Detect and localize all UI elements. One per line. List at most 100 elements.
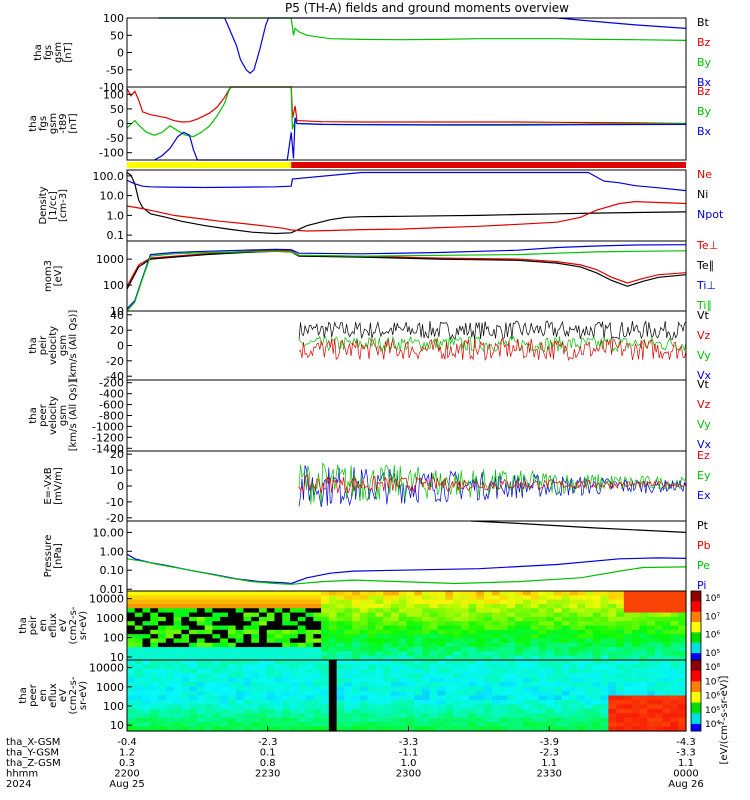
heatmap-cell (344, 647, 353, 652)
heatmap-cell (414, 695, 423, 701)
y-axis-label: [cm-3] (58, 189, 69, 222)
colorbar-segment (691, 622, 701, 633)
heatmap-cell (204, 634, 213, 640)
heatmap-cell (561, 695, 571, 701)
heatmap-cell (429, 717, 439, 723)
heatmap-cell (251, 612, 260, 618)
heatmap-cell (313, 704, 322, 710)
heatmap-cell (258, 651, 268, 657)
heatmap-cell (484, 647, 493, 652)
heatmap-cell (468, 686, 477, 692)
heatmap-cell (414, 717, 423, 723)
heatmap-cell (227, 708, 237, 714)
heatmap-cell (406, 708, 415, 714)
heatmap-cell (538, 726, 547, 732)
heatmap-cell (383, 660, 392, 666)
heatmap-cell (383, 651, 392, 657)
heatmap-cell (375, 642, 384, 648)
heatmap-cell (538, 591, 547, 596)
heatmap-cell (414, 634, 423, 640)
heatmap-cell (616, 713, 625, 719)
heatmap-cell (367, 673, 377, 679)
heatmap-cell (383, 642, 392, 648)
heatmap-cell (290, 608, 299, 614)
heatmap-cell (616, 686, 625, 692)
heatmap-cell (437, 629, 446, 635)
heatmap-cell (616, 599, 625, 605)
heatmap-cell (165, 638, 175, 644)
heatmap-cell (592, 647, 602, 652)
heatmap-cell (406, 682, 415, 688)
heatmap-cell (359, 668, 369, 674)
heatmap-cell (344, 713, 353, 719)
legend-entry: Bt (697, 16, 710, 29)
heatmap-cell (662, 595, 672, 601)
heatmap-cell (616, 717, 625, 723)
heatmap-cell (554, 612, 563, 618)
heatmap-cell (546, 651, 555, 657)
heatmap-cell (297, 660, 307, 666)
heatmap-cell (608, 621, 617, 627)
heatmap-cell (670, 647, 679, 652)
heatmap-cell (390, 651, 400, 657)
heatmap-cell (678, 686, 687, 692)
heatmap-cell (266, 695, 276, 701)
y-tick-label: 1000 (96, 253, 124, 266)
heatmap-cell (165, 673, 175, 679)
heatmap-cell (359, 660, 369, 666)
heatmap-cell (538, 599, 547, 605)
heatmap-cell (352, 691, 361, 697)
heatmap-cell (321, 717, 330, 723)
legend-entry: Pe (697, 559, 710, 572)
heatmap-cell (639, 713, 648, 719)
heatmap-cell (507, 660, 516, 666)
heatmap-cell (375, 664, 384, 670)
y-axis-label: eflux (48, 613, 59, 638)
heatmap-cell (375, 595, 384, 601)
legend-entry: Ni (697, 188, 708, 201)
heatmap-cell (546, 677, 555, 683)
heatmap-cell (600, 691, 609, 697)
heatmap-cell (437, 713, 446, 719)
heatmap-cell (150, 647, 159, 652)
heatmap-cell (670, 664, 679, 670)
heatmap-cell (290, 603, 299, 609)
heatmap-cell (670, 722, 679, 728)
heatmap-cell (616, 722, 625, 728)
heatmap-cell (577, 682, 586, 688)
heatmap-cell (173, 616, 182, 622)
heatmap-cell (662, 722, 672, 728)
heatmap-cell (592, 616, 602, 622)
heatmap-cell (592, 708, 602, 714)
heatmap-cell (639, 668, 648, 674)
heatmap-cell (189, 664, 198, 670)
heatmap-cell (414, 625, 423, 631)
heatmap-cell (616, 595, 625, 601)
heatmap-cell (600, 699, 609, 705)
heatmap-cell (499, 634, 509, 640)
ephemeris-value: 1.2 (119, 748, 135, 759)
heatmap-cell (266, 603, 276, 609)
heatmap-cell (491, 695, 501, 701)
heatmap-cell (569, 651, 578, 657)
heatmap-cell (243, 668, 252, 674)
heatmap-cell (623, 713, 633, 719)
heatmap-cell (398, 708, 408, 714)
heatmap-cell (476, 595, 485, 601)
heatmap-cell (476, 686, 485, 692)
heatmap-cell (654, 621, 664, 627)
heatmap-cell (321, 655, 330, 661)
heatmap-cell (577, 625, 586, 631)
heatmap-cell (352, 647, 361, 652)
heatmap-cell (297, 603, 307, 609)
heatmap-cell (274, 668, 283, 674)
heatmap-cell (616, 660, 625, 666)
heatmap-cell (321, 616, 330, 622)
heatmap-cell (491, 625, 501, 631)
heatmap-cell (561, 726, 571, 732)
heatmap-cell (554, 621, 563, 627)
heatmap-cell (554, 629, 563, 635)
heatmap-cell (522, 704, 532, 710)
heatmap-cell (212, 591, 221, 596)
heatmap-cell (647, 660, 656, 666)
